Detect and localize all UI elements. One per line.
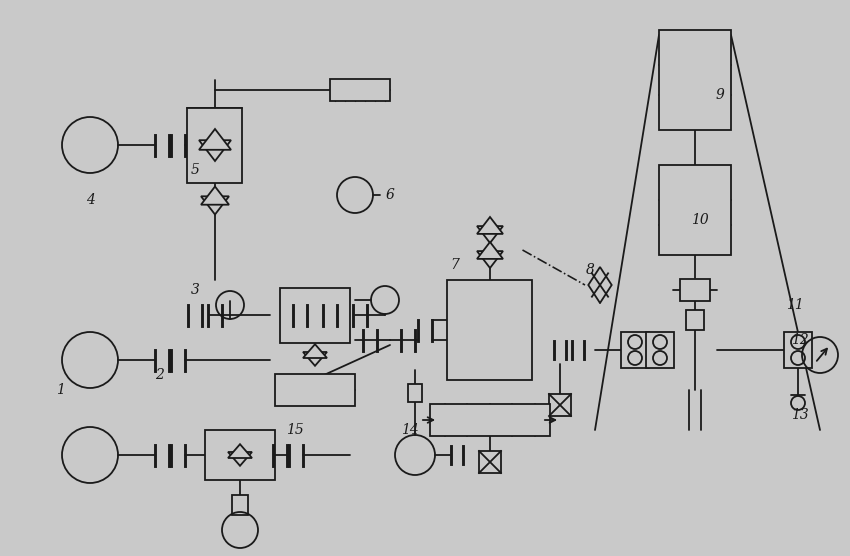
Bar <box>659 165 731 255</box>
Polygon shape <box>201 196 229 215</box>
Text: 14: 14 <box>401 423 419 437</box>
Bar <box>479 451 501 473</box>
Bar <box>408 384 422 402</box>
Text: 13: 13 <box>791 408 809 422</box>
Bar <box>280 287 350 342</box>
Text: 8: 8 <box>586 263 594 277</box>
Polygon shape <box>477 226 503 243</box>
Text: 11: 11 <box>786 298 804 312</box>
Bar <box>430 404 550 436</box>
Bar <box>447 280 532 380</box>
Polygon shape <box>303 352 327 366</box>
Bar <box>330 79 390 101</box>
Bar <box>646 332 674 368</box>
Bar <box>686 310 704 330</box>
Text: 4: 4 <box>86 193 94 207</box>
Bar <box>784 332 812 368</box>
Text: 15: 15 <box>286 423 303 437</box>
Polygon shape <box>303 344 327 358</box>
Text: 1: 1 <box>55 383 65 397</box>
Polygon shape <box>477 217 503 234</box>
Text: 12: 12 <box>791 333 809 347</box>
Bar <box>549 394 571 416</box>
Polygon shape <box>199 140 231 161</box>
Bar <box>275 374 355 406</box>
Bar <box>659 30 731 130</box>
Text: 10: 10 <box>691 213 709 227</box>
Text: 9: 9 <box>716 88 724 102</box>
Polygon shape <box>228 444 252 458</box>
Text: 2: 2 <box>156 368 164 382</box>
Polygon shape <box>477 242 503 259</box>
Text: 3: 3 <box>190 283 200 297</box>
Polygon shape <box>201 186 229 205</box>
Bar <box>232 495 248 515</box>
Text: 5: 5 <box>190 163 200 177</box>
Bar <box>205 430 275 480</box>
Bar <box>188 107 242 182</box>
Text: 6: 6 <box>386 188 394 202</box>
Polygon shape <box>228 452 252 466</box>
Polygon shape <box>588 267 612 303</box>
Text: 7: 7 <box>450 258 460 272</box>
Bar <box>621 332 649 368</box>
Polygon shape <box>477 251 503 268</box>
Polygon shape <box>199 129 231 150</box>
Bar <box>680 279 710 301</box>
